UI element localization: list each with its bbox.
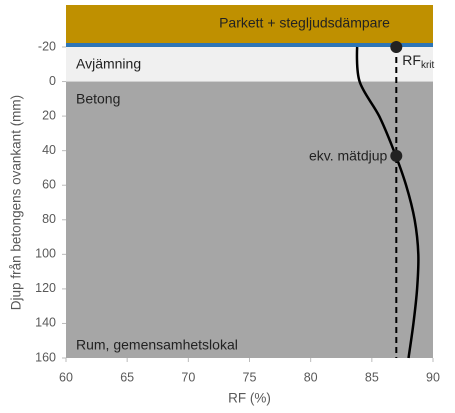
point xyxy=(390,41,403,53)
layer-label: Betong xyxy=(76,90,120,106)
point-label: ekv. mätdjup xyxy=(309,148,388,164)
y-tick-label: 40 xyxy=(42,143,56,157)
y-tick-label: 100 xyxy=(35,247,56,261)
y-tick-label: 160 xyxy=(35,350,56,364)
point xyxy=(390,149,403,162)
top-layer-label: Parkett + stegljudsdämpare xyxy=(219,15,390,31)
y-tick-label: 0 xyxy=(49,74,56,88)
y-tick-label: -20 xyxy=(38,39,56,53)
room-label: Rum, gemensamhetslokal xyxy=(76,337,238,353)
y-tick-label: 120 xyxy=(35,281,56,295)
point-label-main: RF xyxy=(402,52,421,68)
y-tick-label: 80 xyxy=(42,212,56,226)
x-tick-label: 90 xyxy=(426,370,440,384)
x-tick-label: 65 xyxy=(120,370,134,384)
point-label: RFkrit xyxy=(402,52,434,71)
x-tick-label: 75 xyxy=(243,370,257,384)
y-tick-label: 20 xyxy=(42,108,56,122)
profile-line xyxy=(355,46,420,359)
y-tick-label: 60 xyxy=(42,178,56,192)
layer xyxy=(66,47,433,82)
x-tick-label: 85 xyxy=(365,370,379,384)
x-axis-label: RF (%) xyxy=(228,391,271,406)
y-tick-label: 140 xyxy=(35,316,56,330)
x-tick-label: 70 xyxy=(181,370,195,384)
point-label-sub: krit xyxy=(421,60,435,71)
y-axis-label: Djup från betongens ovankant (mm) xyxy=(9,95,24,310)
top-layer xyxy=(66,5,433,45)
x-tick-label: 80 xyxy=(304,370,318,384)
x-tick-label: 60 xyxy=(59,370,73,384)
layer xyxy=(66,81,433,359)
layer-label: Avjämning xyxy=(76,56,141,72)
